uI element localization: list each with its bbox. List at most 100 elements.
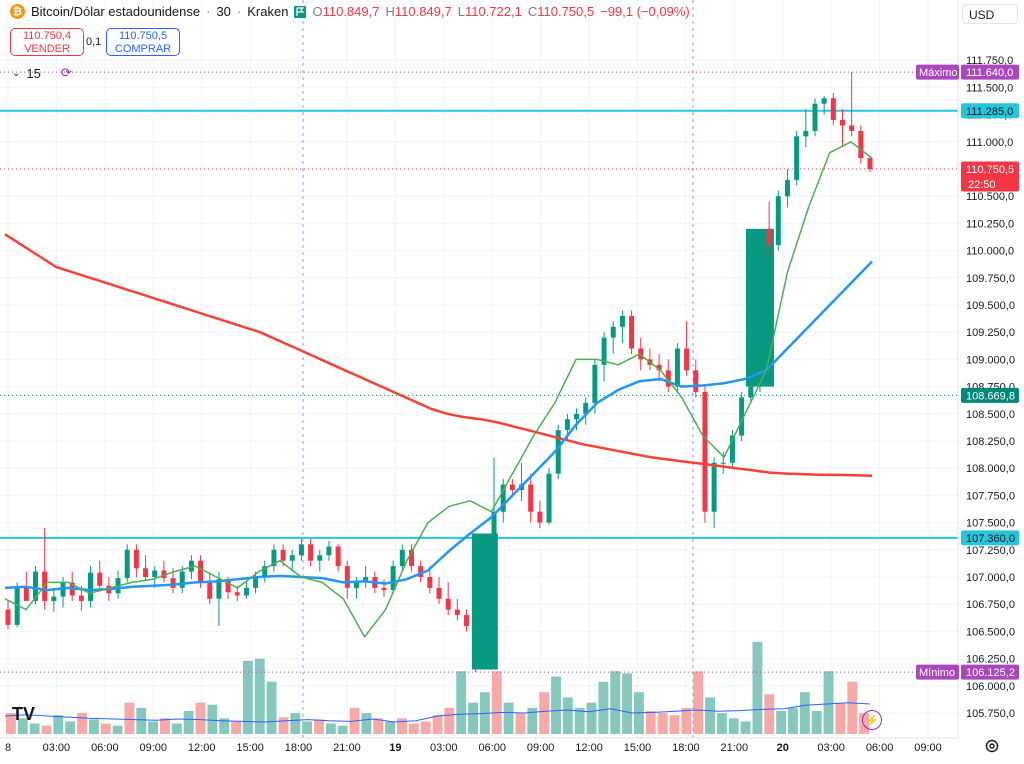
- candle-body: [684, 348, 690, 371]
- y-tick-label: 107.000,0: [966, 572, 1015, 584]
- volume-bar: [764, 694, 775, 734]
- sell-label: VENDER: [24, 43, 70, 55]
- volume-bar: [562, 697, 573, 734]
- moving-average-line: [4, 260, 873, 592]
- candle-body: [207, 582, 213, 599]
- volume-bar: [705, 697, 715, 734]
- price-label-box: [961, 103, 1019, 119]
- volume-bar: [337, 725, 348, 734]
- price-label: 108.669,8: [966, 390, 1015, 402]
- volume-bar: [314, 719, 324, 734]
- candle-body: [152, 570, 158, 577]
- y-tick-label: 110.500,0: [966, 191, 1014, 203]
- y-tick-label: 108.000,0: [966, 463, 1015, 475]
- volume-bar: [598, 681, 609, 734]
- volume-bar: [302, 721, 313, 734]
- candle-body: [179, 571, 185, 588]
- candle-body: [555, 430, 561, 474]
- exchange-label: Kraken: [247, 4, 289, 19]
- y-tick-label: 107.750,0: [966, 490, 1015, 502]
- extreme-tag-box: [916, 64, 959, 80]
- bitcoin-icon: ₿: [10, 4, 25, 19]
- volume-bar: [645, 711, 656, 734]
- candle-body: [198, 560, 204, 583]
- volume-bar: [29, 723, 40, 734]
- candle-body: [271, 549, 277, 567]
- volume-bar: [195, 702, 206, 734]
- volume-bar: [456, 671, 467, 734]
- volume-bar: [657, 713, 668, 734]
- volume-bar: [420, 721, 431, 734]
- x-tick-label: 09:00: [139, 742, 167, 754]
- y-tick-label: 106.500,0: [966, 626, 1015, 638]
- x-tick-label: 15:00: [236, 742, 264, 754]
- candle-body: [408, 549, 414, 567]
- indicator-toggle[interactable]: ⌄ 15 ⟳: [12, 65, 72, 81]
- chevron-down-icon[interactable]: ⌄: [12, 67, 21, 79]
- volume-bar: [776, 711, 787, 734]
- flag-icon[interactable]: [294, 5, 307, 18]
- sell-button[interactable]: 110.750,4 VENDER: [10, 28, 84, 56]
- volume-bar: [693, 671, 704, 734]
- price-label-box: [961, 387, 1019, 403]
- price-label-box: [961, 530, 1019, 546]
- volume-bar: [823, 671, 834, 734]
- interval-label: 30: [216, 4, 231, 19]
- price-label: 111.285,0: [966, 106, 1013, 118]
- volume-bar: [254, 658, 265, 734]
- candle-body: [298, 544, 304, 556]
- volume-bar: [183, 711, 194, 734]
- candle-body: [33, 571, 39, 601]
- x-tick-label: 09:00: [914, 742, 942, 754]
- volume-bar: [397, 718, 407, 734]
- candle-body: [766, 228, 772, 246]
- candle-body: [858, 130, 864, 159]
- candle-body: [464, 615, 470, 626]
- candle-body: [745, 228, 774, 387]
- buy-price: 110.750,5: [118, 30, 168, 42]
- spread-value: 0,1: [86, 36, 102, 48]
- bolt-icon[interactable]: ⚡: [862, 710, 882, 730]
- volume-bar: [266, 681, 277, 734]
- candle-body: [665, 370, 671, 387]
- candle-body: [794, 136, 800, 180]
- symbol-legend[interactable]: ₿ Bitcoin/Dólar estadounidense · 30 · Kr…: [10, 4, 690, 19]
- price-label: 111.640,0: [966, 67, 1013, 79]
- candle-body: [280, 549, 286, 561]
- volume-bar: [847, 681, 858, 734]
- price-label: 107.360,0: [966, 533, 1015, 545]
- currency-select[interactable]: USD: [962, 4, 1018, 24]
- volume-bar: [408, 723, 419, 734]
- indicator-value: 15: [26, 65, 41, 81]
- candle-body: [353, 582, 359, 588]
- candle-body: [308, 544, 314, 561]
- candle-body: [537, 511, 543, 523]
- price-axis-background: [958, 0, 1024, 764]
- volume-bar: [728, 718, 739, 734]
- x-tick-label: 06:00: [91, 742, 119, 754]
- candle-body: [216, 579, 222, 599]
- candle-body: [143, 568, 149, 577]
- volume-bar: [669, 715, 680, 734]
- candle-body: [399, 549, 405, 567]
- refresh-icon[interactable]: ⟳: [60, 65, 72, 80]
- x-tick-label: 19: [389, 742, 401, 754]
- volume-bar: [740, 721, 751, 734]
- volume-bar: [716, 713, 727, 734]
- extreme-tag-label: Máximo: [919, 67, 958, 79]
- volume-bar: [290, 713, 301, 734]
- volume-bar: [207, 704, 218, 734]
- moving-average-line: [4, 233, 873, 478]
- candle-body: [803, 130, 809, 137]
- tradingview-logo[interactable]: TV: [12, 704, 36, 724]
- volume-bar: [325, 723, 336, 734]
- buy-button[interactable]: 110.750,5 COMPRAR: [106, 28, 180, 56]
- candle-body: [839, 120, 845, 126]
- candle-body: [124, 549, 130, 579]
- candle-body: [638, 348, 644, 360]
- volume-bar: [444, 707, 455, 734]
- gear-icon[interactable]: [984, 738, 1000, 754]
- candle-body: [574, 413, 580, 420]
- candle-body: [601, 337, 607, 365]
